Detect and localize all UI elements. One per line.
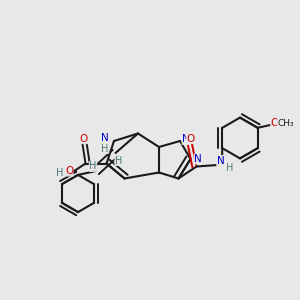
Text: H: H xyxy=(101,143,109,154)
Text: H: H xyxy=(226,163,233,173)
Text: H: H xyxy=(89,161,97,172)
Text: O: O xyxy=(271,118,279,128)
Text: N: N xyxy=(194,154,202,164)
Text: H: H xyxy=(56,167,64,178)
Text: H: H xyxy=(115,155,122,166)
Text: N: N xyxy=(182,134,190,145)
Text: N: N xyxy=(101,133,109,143)
Text: O: O xyxy=(80,134,88,144)
Text: O: O xyxy=(186,134,195,144)
Text: O: O xyxy=(65,166,73,176)
Text: N: N xyxy=(217,155,224,166)
Text: CH₃: CH₃ xyxy=(277,119,294,128)
